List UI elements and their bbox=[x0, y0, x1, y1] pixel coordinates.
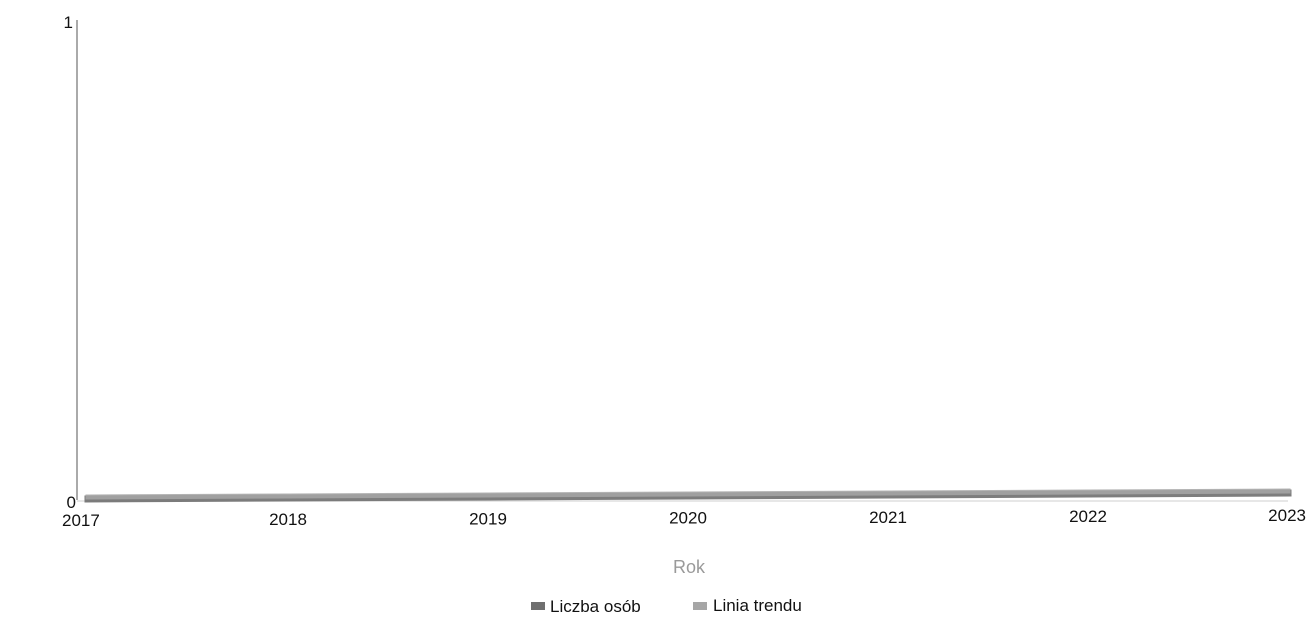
legend-swatch-linia-trendu bbox=[693, 602, 707, 610]
legend-swatch-liczba-osob bbox=[531, 602, 545, 610]
x-tick-label-2021: 2021 bbox=[869, 508, 907, 527]
series-lines bbox=[84, 488, 1292, 503]
x-tick-label-2019: 2019 bbox=[469, 509, 507, 528]
y-tick-label-min: 0 bbox=[67, 493, 76, 512]
legend-label-linia-trendu: Linia trendu bbox=[713, 596, 802, 615]
x-tick-label-2023: 2023 bbox=[1268, 506, 1306, 525]
series-line-linia-trendu bbox=[85, 488, 1291, 500]
legend-label-liczba-osob: Liczba osób bbox=[550, 597, 641, 616]
legend: Liczba osób Linia trendu bbox=[531, 596, 802, 616]
x-tick-label-2020: 2020 bbox=[669, 509, 707, 528]
x-tick-label-2017: 2017 bbox=[62, 511, 100, 530]
x-tick-label-2022: 2022 bbox=[1069, 507, 1107, 526]
x-axis-title: Rok bbox=[673, 557, 706, 577]
x-tick-labels: 2017 2018 2019 2020 2021 2022 2023 bbox=[62, 506, 1306, 530]
x-tick-label-2018: 2018 bbox=[269, 510, 307, 529]
y-tick-label-max: 1 bbox=[64, 13, 73, 32]
